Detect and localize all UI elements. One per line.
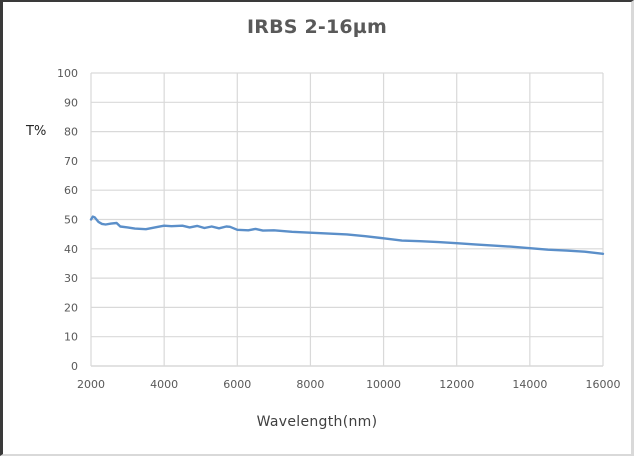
x-tick-label: 14000 [512, 378, 547, 391]
y-axis-label: T% [26, 124, 47, 139]
x-tick-label: 12000 [439, 378, 474, 391]
y-tick-label: 80 [64, 126, 78, 139]
x-tick-label: 4000 [150, 378, 178, 391]
y-tick-label: 20 [64, 301, 78, 314]
x-tick-label: 8000 [296, 378, 324, 391]
y-tick-label: 70 [64, 155, 78, 168]
gridlines [90, 72, 604, 367]
y-tick-label: 90 [64, 96, 78, 109]
y-tick-label: 100 [57, 67, 78, 80]
y-axis-ticks: 0 10 20 30 40 50 60 70 80 90 100 [57, 67, 78, 373]
transmission-line [89, 215, 605, 255]
y-tick-label: 10 [64, 331, 78, 344]
y-tick-label: 30 [64, 272, 78, 285]
y-tick-label: 50 [64, 214, 78, 227]
x-tick-label: 10000 [366, 378, 401, 391]
y-tick-label: 60 [64, 184, 78, 197]
x-tick-label: 2000 [77, 378, 105, 391]
y-tick-label: 0 [71, 360, 78, 373]
y-tick-label: 40 [64, 243, 78, 256]
chart-title: IRBS 2-16µm [246, 16, 387, 38]
x-tick-label: 6000 [223, 378, 251, 391]
x-axis-ticks: 2000 4000 6000 8000 10000 12000 14000 16000 [77, 378, 621, 391]
x-axis-label: Wavelength(nm) [256, 414, 378, 430]
x-tick-label: 16000 [586, 378, 621, 391]
